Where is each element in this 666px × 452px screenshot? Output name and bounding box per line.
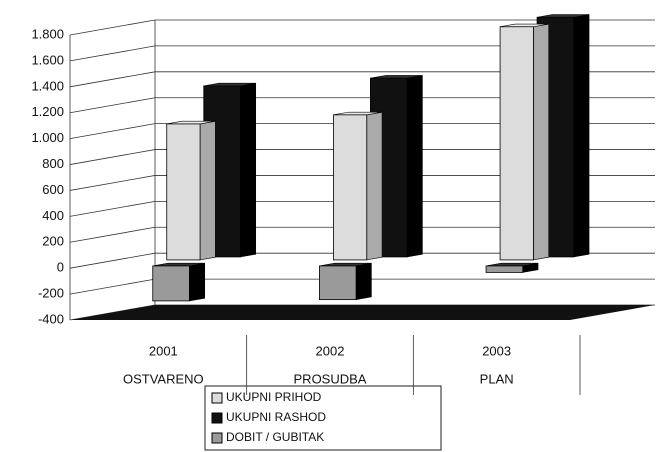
bar <box>319 265 357 301</box>
grid-line <box>69 71 655 88</box>
legend-label: UKUPNI RASHOD <box>226 410 326 424</box>
grid-line <box>69 200 655 217</box>
grid-line <box>69 97 655 114</box>
y-tick-label: 1.400 <box>31 78 64 93</box>
grid-line <box>69 226 655 243</box>
bar-side <box>355 262 372 300</box>
x-tick-label: 2002 <box>316 343 345 358</box>
bar <box>485 265 524 273</box>
x-subcategory-label: PLAN <box>480 371 514 386</box>
y-tick-label: 800 <box>42 156 64 171</box>
bar <box>499 26 534 261</box>
legend-box <box>204 385 442 451</box>
y-tick-label: -400 <box>38 311 64 326</box>
grid-line <box>69 149 655 165</box>
y-tick-label: 1.800 <box>31 26 64 41</box>
y-tick-label: 1.200 <box>31 104 64 119</box>
bar-side <box>406 75 423 258</box>
bar <box>166 123 201 261</box>
grid-line <box>69 123 655 140</box>
y-tick-label: 0 <box>57 260 64 275</box>
legend-label: UKUPNI PRIHOD <box>226 390 322 404</box>
bar <box>333 114 368 261</box>
y-tick-label: -200 <box>38 286 64 301</box>
x-subcategory-label: PROSUDBA <box>294 371 367 386</box>
legend-label: DOBIT / GUBITAK <box>226 430 324 444</box>
bar-side <box>366 111 383 261</box>
y-tick-label: 1.600 <box>31 52 64 67</box>
bar-side <box>189 262 206 302</box>
y-tick-label: 400 <box>42 208 64 223</box>
bar <box>152 265 190 302</box>
x-tick-label: 2003 <box>482 343 511 358</box>
legend-swatch <box>211 412 223 424</box>
grid-line <box>69 45 655 62</box>
y-tick-label: 1.000 <box>31 130 64 145</box>
x-subcategory-label: OSTVARENO <box>123 371 204 386</box>
bar-side <box>240 82 257 258</box>
grid-line <box>69 19 655 36</box>
bar-side <box>199 120 216 261</box>
y-tick-label: 600 <box>42 182 64 197</box>
grid-line <box>69 252 655 269</box>
grid-line <box>69 175 655 191</box>
legend-swatch <box>211 432 223 444</box>
y-tick-label: 200 <box>42 234 64 249</box>
bar-side <box>573 14 590 258</box>
legend-swatch <box>211 392 223 404</box>
floor <box>70 305 655 320</box>
bar-side <box>533 23 550 261</box>
x-tick-label: 2001 <box>149 343 178 358</box>
